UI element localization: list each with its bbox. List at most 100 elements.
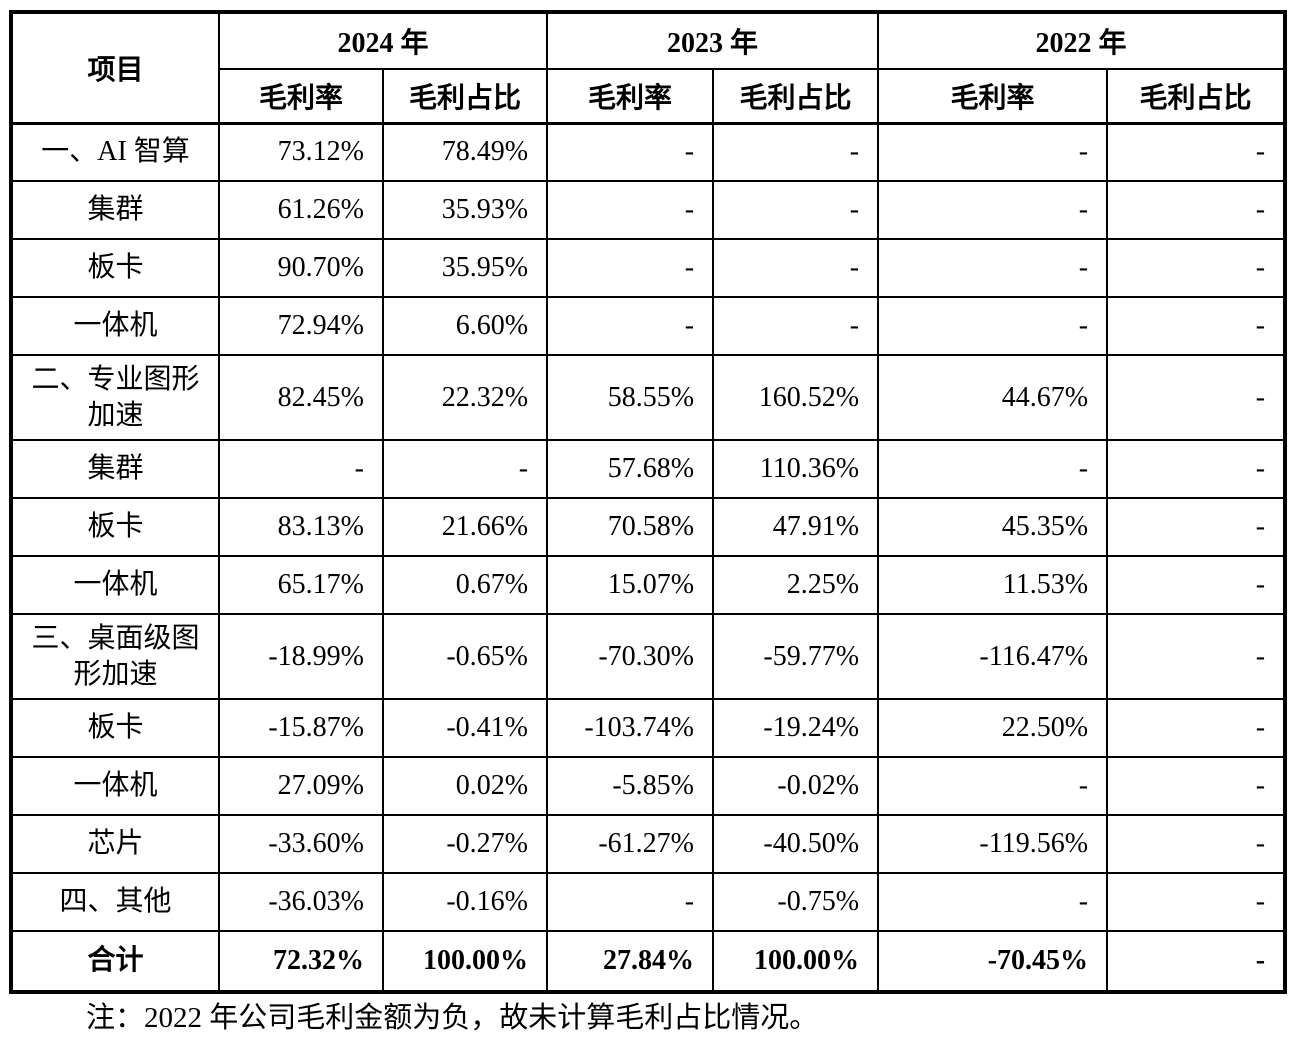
cell-2022-share: -: [1106, 698, 1287, 758]
table-row: 四、其他 -36.03% -0.16% - -0.75% - -: [10, 872, 1287, 932]
cell-2024-share: 6.60%: [381, 296, 549, 356]
cell-2023-share: -0.75%: [712, 872, 880, 932]
cell-2023-margin: 70.58%: [546, 497, 715, 557]
cell-2023-margin: -: [546, 180, 715, 240]
cell-2022-share: -: [1106, 872, 1287, 932]
cell-2024-margin: 27.09%: [218, 756, 384, 816]
corner-header-cell: 项目: [10, 11, 220, 124]
table-row-total: 合计 72.32% 100.00% 27.84% 100.00% -70.45%…: [10, 930, 1287, 993]
cell-2024-share: -: [381, 439, 549, 499]
cell-2023-share: -: [712, 122, 880, 182]
cell-2022-share: -: [1106, 814, 1287, 874]
header-2024-share: 毛利占比: [381, 68, 549, 124]
cell-2023-margin: -103.74%: [546, 698, 715, 758]
table-row: 三、桌面级图 形加速 -18.99% -0.65% -70.30% -59.77…: [10, 613, 1287, 700]
cell-2023-share: 47.91%: [712, 497, 880, 557]
cell-2024-margin: 72.32%: [218, 930, 384, 993]
header-row-metrics: 毛利率 毛利占比 毛利率 毛利占比 毛利率 毛利占比: [11, 68, 1287, 124]
row-label: 一、AI 智算: [10, 122, 220, 182]
table-row: 板卡 83.13% 21.66% 70.58% 47.91% 45.35% -: [10, 497, 1287, 557]
table-header: 项目 2024 年 2023 年 2022 年 毛利率 毛利占比 毛利率 毛利占…: [10, 11, 1287, 124]
cell-2022-margin: -: [877, 872, 1109, 932]
cell-2022-share: -: [1106, 296, 1287, 356]
cell-2024-margin: -36.03%: [218, 872, 384, 932]
row-label: 芯片: [10, 814, 220, 874]
cell-2023-margin: -61.27%: [546, 814, 715, 874]
table-row: 一、AI 智算 73.12% 78.49% - - - -: [10, 122, 1287, 182]
cell-2024-share: -0.16%: [381, 872, 549, 932]
row-label: 一体机: [10, 756, 220, 816]
row-label: 一体机: [10, 296, 220, 356]
header-2024-margin: 毛利率: [218, 68, 384, 124]
cell-2024-margin: -18.99%: [218, 613, 384, 700]
cell-2023-margin: -: [546, 122, 715, 182]
cell-2024-margin: 65.17%: [218, 555, 384, 615]
cell-2022-margin: 45.35%: [877, 497, 1109, 557]
cell-2023-margin: -: [546, 238, 715, 298]
cell-2024-share: 100.00%: [381, 930, 549, 993]
table-row: 一体机 65.17% 0.67% 15.07% 2.25% 11.53% -: [10, 555, 1287, 615]
cell-2023-share: -59.77%: [712, 613, 880, 700]
cell-2022-share: -: [1106, 439, 1287, 499]
cell-2023-share: -: [712, 180, 880, 240]
cell-2023-share: 160.52%: [712, 354, 880, 441]
table-row: 集群 61.26% 35.93% - - - -: [10, 180, 1287, 240]
cell-2023-margin: 27.84%: [546, 930, 715, 993]
table-body: 一、AI 智算 73.12% 78.49% - - - - 集群 61.26% …: [10, 122, 1287, 993]
table-row: 板卡 90.70% 35.95% - - - -: [10, 238, 1287, 298]
row-label: 二、专业图形 加速: [10, 354, 220, 441]
cell-2022-margin: 44.67%: [877, 354, 1109, 441]
cell-2024-share: 78.49%: [381, 122, 549, 182]
header-2023-share: 毛利占比: [712, 68, 880, 124]
row-label: 四、其他: [10, 872, 220, 932]
cell-2022-margin: -116.47%: [877, 613, 1109, 700]
row-label: 一体机: [10, 555, 220, 615]
cell-2022-share: -: [1106, 756, 1287, 816]
cell-2024-share: 22.32%: [381, 354, 549, 441]
cell-2022-margin: 22.50%: [877, 698, 1109, 758]
table-row: 板卡 -15.87% -0.41% -103.74% -19.24% 22.50…: [10, 698, 1287, 758]
table-row: 一体机 27.09% 0.02% -5.85% -0.02% - -: [10, 756, 1287, 816]
header-2023-margin: 毛利率: [546, 68, 715, 124]
cell-2024-share: -0.41%: [381, 698, 549, 758]
cell-2022-share: -: [1106, 497, 1287, 557]
cell-2024-margin: -: [218, 439, 384, 499]
cell-2023-share: 100.00%: [712, 930, 880, 993]
cell-2024-margin: -33.60%: [218, 814, 384, 874]
cell-2024-share: 21.66%: [381, 497, 549, 557]
cell-2022-margin: -119.56%: [877, 814, 1109, 874]
year-header-2023: 2023 年: [546, 11, 880, 70]
cell-2023-margin: -5.85%: [546, 756, 715, 816]
cell-2024-margin: 73.12%: [218, 122, 384, 182]
footnote: 注：2022 年公司毛利金额为负，故未计算毛利占比情况。: [86, 1002, 819, 1034]
cell-2024-share: -0.65%: [381, 613, 549, 700]
row-label: 集群: [10, 180, 220, 240]
cell-2022-margin: -: [877, 439, 1109, 499]
cell-2024-share: 0.02%: [381, 756, 549, 816]
table-row: 芯片 -33.60% -0.27% -61.27% -40.50% -119.5…: [10, 814, 1287, 874]
cell-2022-margin: -: [877, 238, 1109, 298]
cell-2024-margin: 83.13%: [218, 497, 384, 557]
cell-2022-margin: -: [877, 296, 1109, 356]
header-2022-margin: 毛利率: [877, 68, 1109, 124]
cell-2022-share: -: [1106, 354, 1287, 441]
cell-2023-share: -19.24%: [712, 698, 880, 758]
year-header-2024: 2024 年: [217, 11, 549, 70]
row-label: 集群: [10, 439, 220, 499]
cell-2022-share: -: [1106, 122, 1287, 182]
gross-margin-table: 项目 2024 年 2023 年 2022 年 毛利率 毛利占比 毛利率 毛利占…: [9, 10, 1288, 994]
cell-2023-share: 110.36%: [712, 439, 880, 499]
cell-2024-margin: 72.94%: [218, 296, 384, 356]
cell-2023-share: -: [712, 296, 880, 356]
table-row: 集群 - - 57.68% 110.36% - -: [10, 439, 1287, 499]
cell-2024-margin: 90.70%: [218, 238, 384, 298]
row-label: 合计: [10, 930, 220, 993]
row-label: 板卡: [10, 698, 220, 758]
cell-2023-share: -0.02%: [712, 756, 880, 816]
cell-2023-margin: 57.68%: [546, 439, 715, 499]
cell-2024-margin: 61.26%: [218, 180, 384, 240]
row-label: 三、桌面级图 形加速: [10, 613, 220, 700]
cell-2022-share: -: [1106, 613, 1287, 700]
row-label: 板卡: [10, 497, 220, 557]
